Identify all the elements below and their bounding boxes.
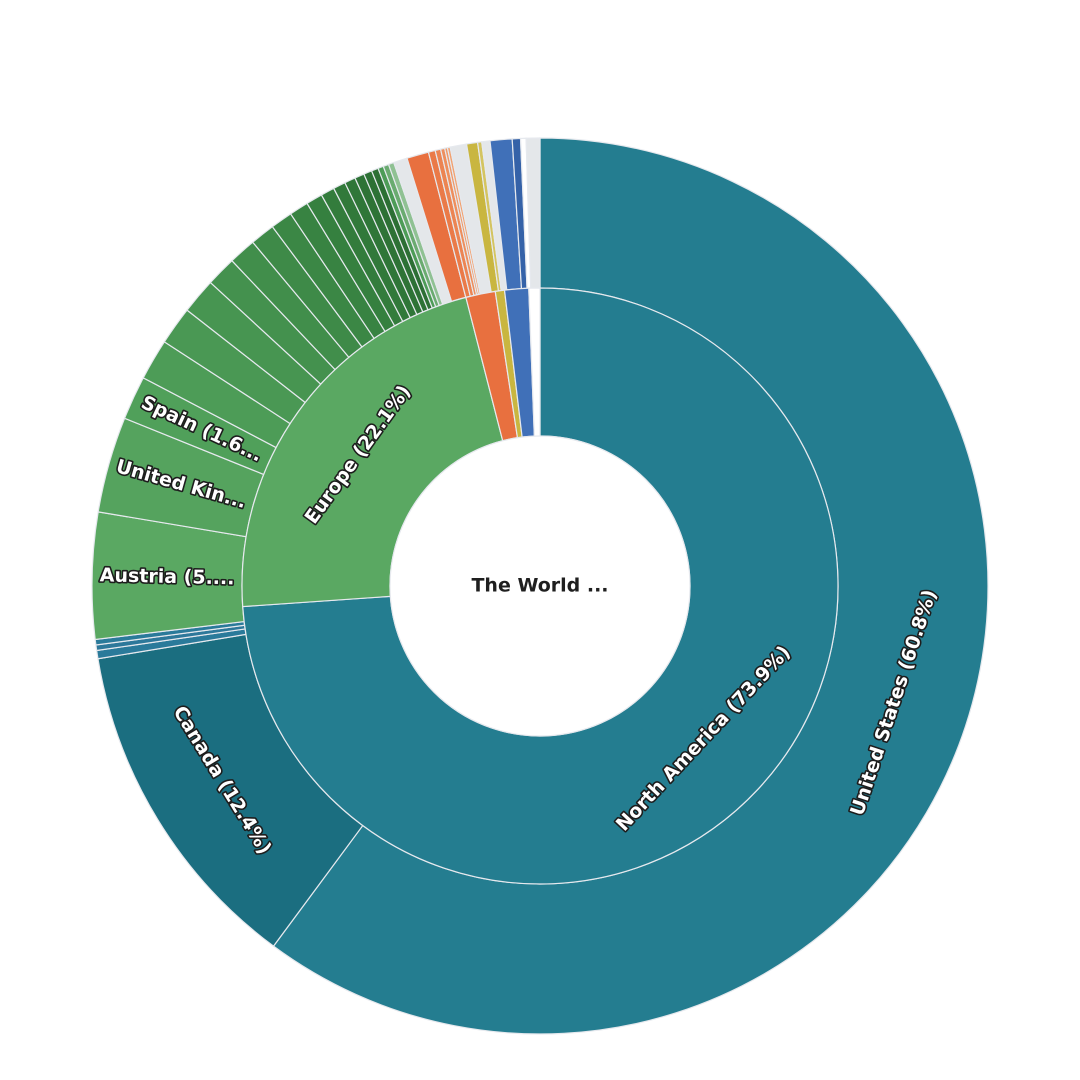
inner-ring [241,287,839,885]
outer-ring [91,137,989,1035]
chart-title: The World ... [471,575,608,597]
center-hole [389,435,691,737]
country-austria-label: Austria (5.... [100,564,235,589]
